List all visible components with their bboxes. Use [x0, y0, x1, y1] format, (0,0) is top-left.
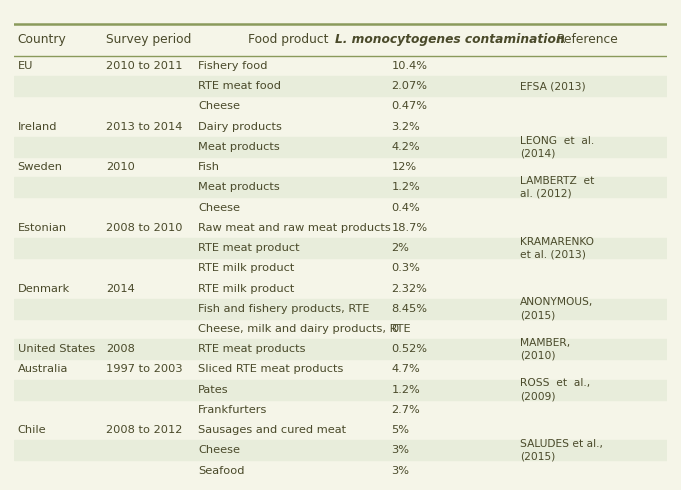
Text: 5%: 5% [392, 425, 409, 435]
Text: RTE milk product: RTE milk product [198, 263, 294, 273]
Text: 18.7%: 18.7% [392, 223, 428, 233]
Text: Survey period: Survey period [106, 33, 191, 47]
Text: 2010 to 2011: 2010 to 2011 [106, 61, 183, 71]
Text: Fish: Fish [198, 162, 220, 172]
Text: 4.7%: 4.7% [392, 365, 420, 374]
Text: RTE milk product: RTE milk product [198, 284, 294, 294]
Text: RTE meat food: RTE meat food [198, 81, 281, 91]
Text: 12%: 12% [392, 162, 417, 172]
Text: Sausages and cured meat: Sausages and cured meat [198, 425, 346, 435]
Text: 10.4%: 10.4% [392, 61, 428, 71]
Text: 3%: 3% [392, 466, 409, 476]
Text: 1.2%: 1.2% [392, 182, 420, 193]
Bar [14, 440, 667, 461]
Text: LAMBERTZ  et
al. (2012): LAMBERTZ et al. (2012) [520, 176, 595, 199]
Text: MAMBER,
(2010): MAMBER, (2010) [520, 338, 571, 361]
Text: 3%: 3% [392, 445, 409, 455]
Text: 0.47%: 0.47% [392, 101, 428, 111]
Text: 1.2%: 1.2% [392, 385, 420, 394]
Text: Country: Country [18, 33, 66, 47]
Bar [14, 76, 667, 97]
Text: SALUDES et al.,
(2015): SALUDES et al., (2015) [520, 439, 603, 462]
Text: EFSA (2013): EFSA (2013) [520, 81, 586, 91]
Text: Fish and fishery products, RTE: Fish and fishery products, RTE [198, 304, 369, 314]
Text: 2.32%: 2.32% [392, 284, 428, 294]
Text: Meat products: Meat products [198, 142, 280, 152]
Text: Cheese, milk and dairy products, RTE: Cheese, milk and dairy products, RTE [198, 324, 411, 334]
Text: ANONYMOUS,
(2015): ANONYMOUS, (2015) [520, 297, 594, 320]
Text: Cheese: Cheese [198, 101, 240, 111]
Text: KRAMARENKO
et al. (2013): KRAMARENKO et al. (2013) [520, 237, 595, 260]
Text: Pates: Pates [198, 385, 229, 394]
Bar [14, 238, 667, 258]
Text: RTE meat product: RTE meat product [198, 243, 300, 253]
Text: 2.7%: 2.7% [392, 405, 420, 415]
Text: 2008: 2008 [106, 344, 135, 354]
Text: 0.3%: 0.3% [392, 263, 420, 273]
Text: Meat products: Meat products [198, 182, 280, 193]
Text: Ireland: Ireland [18, 122, 57, 132]
Bar [14, 380, 667, 400]
Text: 0: 0 [392, 324, 399, 334]
Text: 1997 to 2003: 1997 to 2003 [106, 365, 183, 374]
Text: 3.2%: 3.2% [392, 122, 420, 132]
Text: Denmark: Denmark [18, 284, 69, 294]
Text: Food product: Food product [248, 33, 328, 47]
Text: Reference: Reference [556, 33, 618, 47]
Text: Estonian: Estonian [18, 223, 67, 233]
Bar [14, 137, 667, 157]
Text: 2%: 2% [392, 243, 409, 253]
Text: United States: United States [18, 344, 95, 354]
Text: Frankfurters: Frankfurters [198, 405, 268, 415]
Text: 4.2%: 4.2% [392, 142, 420, 152]
Text: 8.45%: 8.45% [392, 304, 428, 314]
Text: 2014: 2014 [106, 284, 135, 294]
Text: Sliced RTE meat products: Sliced RTE meat products [198, 365, 343, 374]
Text: Cheese: Cheese [198, 202, 240, 213]
Text: 0.4%: 0.4% [392, 202, 420, 213]
Text: Chile: Chile [18, 425, 46, 435]
Text: LEONG  et  al.
(2014): LEONG et al. (2014) [520, 136, 595, 158]
Bar [14, 298, 667, 319]
Bar [14, 339, 667, 359]
Text: Sweden: Sweden [18, 162, 63, 172]
Text: L. monocytogenes contamination: L. monocytogenes contamination [334, 33, 564, 47]
Text: 2.07%: 2.07% [392, 81, 428, 91]
Text: RTE meat products: RTE meat products [198, 344, 306, 354]
Text: Fishery food: Fishery food [198, 61, 268, 71]
Text: Raw meat and raw meat products: Raw meat and raw meat products [198, 223, 391, 233]
Bar [14, 177, 667, 197]
Text: 2008 to 2012: 2008 to 2012 [106, 425, 183, 435]
Text: EU: EU [18, 61, 33, 71]
Text: Australia: Australia [18, 365, 68, 374]
Text: 2010: 2010 [106, 162, 135, 172]
Text: 2013 to 2014: 2013 to 2014 [106, 122, 183, 132]
Text: 2008 to 2010: 2008 to 2010 [106, 223, 183, 233]
Text: Seafood: Seafood [198, 466, 244, 476]
Text: 0.52%: 0.52% [392, 344, 428, 354]
Text: ROSS  et  al.,
(2009): ROSS et al., (2009) [520, 378, 590, 401]
Text: Dairy products: Dairy products [198, 122, 282, 132]
Text: Cheese: Cheese [198, 445, 240, 455]
